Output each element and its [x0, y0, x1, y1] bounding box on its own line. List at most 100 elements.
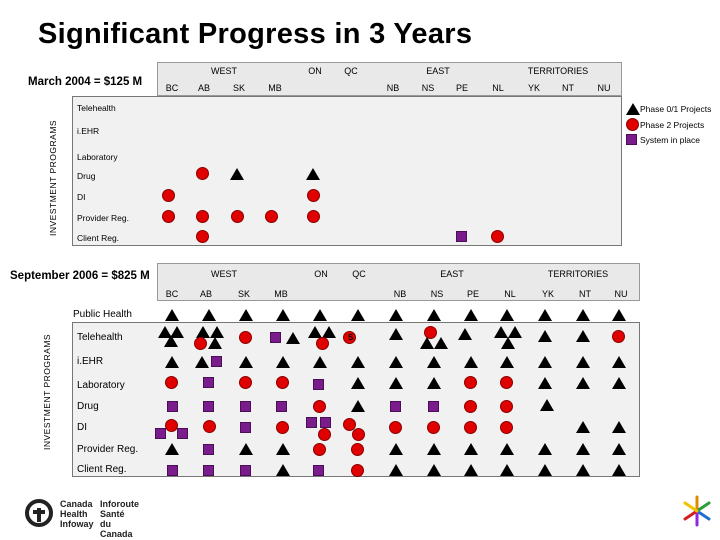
bottom-marker-triangle [612, 309, 626, 321]
bottom-marker-square [240, 401, 251, 412]
bottom-marker-square [428, 401, 439, 412]
top-axis-label: INVESTMENT PROGRAMS [48, 119, 58, 236]
bottom-marker-triangle [464, 356, 478, 368]
bottom-marker-circle [318, 428, 331, 441]
bottom-marker-triangle [500, 356, 514, 368]
bottom-axis-label: INVESTMENT PROGRAMS [42, 333, 52, 450]
bottom-marker-triangle [500, 309, 514, 321]
bottom-marker-triangle [612, 421, 626, 433]
bottom-marker-triangle [612, 356, 626, 368]
bottom-marker-triangle [576, 356, 590, 368]
bottom-marker-triangle [576, 377, 590, 389]
bottom-marker-circle [464, 376, 477, 389]
bottom-row-client-reg: Client Reg. [77, 464, 127, 475]
bottom-marker-triangle [427, 309, 441, 321]
bottom-marker-square [270, 332, 281, 343]
top-row-drug: Drug [77, 171, 96, 181]
top-marker-circle [196, 210, 209, 223]
bottom-marker-triangle [540, 399, 554, 411]
top-row-iehr: i.EHR [77, 126, 100, 136]
bottom-group-east: EAST [440, 269, 464, 279]
legend-circle-icon [626, 118, 639, 131]
bottom-marker-circle [343, 331, 356, 344]
top-col-ns: NS [421, 83, 435, 93]
bottom-col-nb: NB [393, 289, 407, 299]
top-col-nt: NT [562, 83, 574, 93]
bottom-marker-triangle [276, 356, 290, 368]
bottom-marker-triangle [538, 464, 552, 476]
bottom-marker-circle [239, 376, 252, 389]
bottom-col-mb: MB [274, 289, 288, 299]
bottom-marker-triangle [389, 356, 403, 368]
bottom-marker-circle [276, 376, 289, 389]
bottom-group-qc: QC [352, 269, 366, 279]
bottom-col-ab: AB [199, 289, 212, 299]
bottom-row-provider-reg: Provider Reg. [77, 444, 139, 455]
top-marker-circle [491, 230, 504, 243]
bottom-group-on: ON [314, 269, 328, 279]
top-col-bc: BC [165, 83, 179, 93]
bottom-marker-triangle [239, 356, 253, 368]
bottom-marker-triangle [202, 309, 216, 321]
top-row-di: DI [77, 192, 86, 202]
bottom-marker-circle [500, 421, 513, 434]
footer-en-line1: Canada [60, 499, 93, 509]
top-col-sk: SK [232, 83, 245, 93]
bottom-marker-triangle [322, 326, 336, 338]
legend-phase2: Phase 2 Projects [640, 120, 705, 130]
bottom-marker-circle [313, 443, 326, 456]
bottom-col-ns: NS [430, 289, 444, 299]
bottom-marker-triangle [427, 356, 441, 368]
top-marker-triangle [306, 168, 320, 180]
top-col-nl: NL [492, 83, 504, 93]
top-header: WEST ON QC EAST TERRITORIES BC AB SK MB … [157, 62, 622, 96]
bottom-marker-square [306, 417, 317, 428]
bottom-marker-triangle [427, 377, 441, 389]
infoway-emblem-icon [25, 499, 53, 527]
legend-phase01: Phase 0/1 Projects [640, 104, 712, 114]
footer-fr-line3: du Canada [100, 519, 133, 539]
slide-title: Significant Progress in 3 Years [38, 18, 473, 50]
bottom-marker-square [155, 428, 166, 439]
bottom-marker-triangle [576, 443, 590, 455]
bottom-marker-circle [500, 400, 513, 413]
bottom-row-iehr: i.EHR [77, 356, 104, 367]
bottom-marker-triangle [239, 309, 253, 321]
top-group-west: WEST [211, 66, 237, 76]
legend-square-icon [626, 134, 637, 145]
bottom-row-laboratory: Laboratory [77, 380, 125, 391]
bottom-marker-triangle [500, 443, 514, 455]
bottom-marker-circle [351, 443, 364, 456]
bottom-marker-square [313, 379, 324, 390]
bottom-marker-triangle [276, 309, 290, 321]
bottom-marker-triangle [576, 330, 590, 342]
top-group-east: EAST [426, 66, 450, 76]
bottom-marker-triangle [313, 309, 327, 321]
bottom-row-public-health: Public Health [73, 309, 132, 320]
bottom-marker-triangle [389, 443, 403, 455]
bottom-marker-square [313, 465, 324, 476]
bottom-marker-circle [165, 419, 178, 432]
legend-system: System in place [640, 135, 700, 145]
top-col-mb: MB [268, 83, 282, 93]
bottom-marker-square [203, 444, 214, 455]
bottom-marker-triangle [494, 326, 508, 338]
bottom-col-sk: SK [237, 289, 250, 299]
top-group-territories: TERRITORIES [527, 66, 589, 76]
bottom-col-bc: BC [165, 289, 179, 299]
bottom-marker-triangle [389, 309, 403, 321]
bottom-marker-triangle [165, 356, 179, 368]
legend-triangle-icon [626, 103, 640, 115]
bottom-col-nt: NT [579, 289, 591, 299]
top-marker-circle [162, 210, 175, 223]
bottom-marker-triangle [165, 443, 179, 455]
bottom-marker-triangle [464, 464, 478, 476]
bottom-marker-circle [612, 330, 625, 343]
bottom-marker-square [203, 401, 214, 412]
bottom-row-di: DI [77, 422, 87, 433]
bottom-col-pe: PE [466, 289, 479, 299]
bottom-marker-triangle [351, 377, 365, 389]
decorative-star-emblem-icon [683, 495, 711, 527]
bottom-marker-square [390, 401, 401, 412]
bottom-marker-triangle [389, 377, 403, 389]
